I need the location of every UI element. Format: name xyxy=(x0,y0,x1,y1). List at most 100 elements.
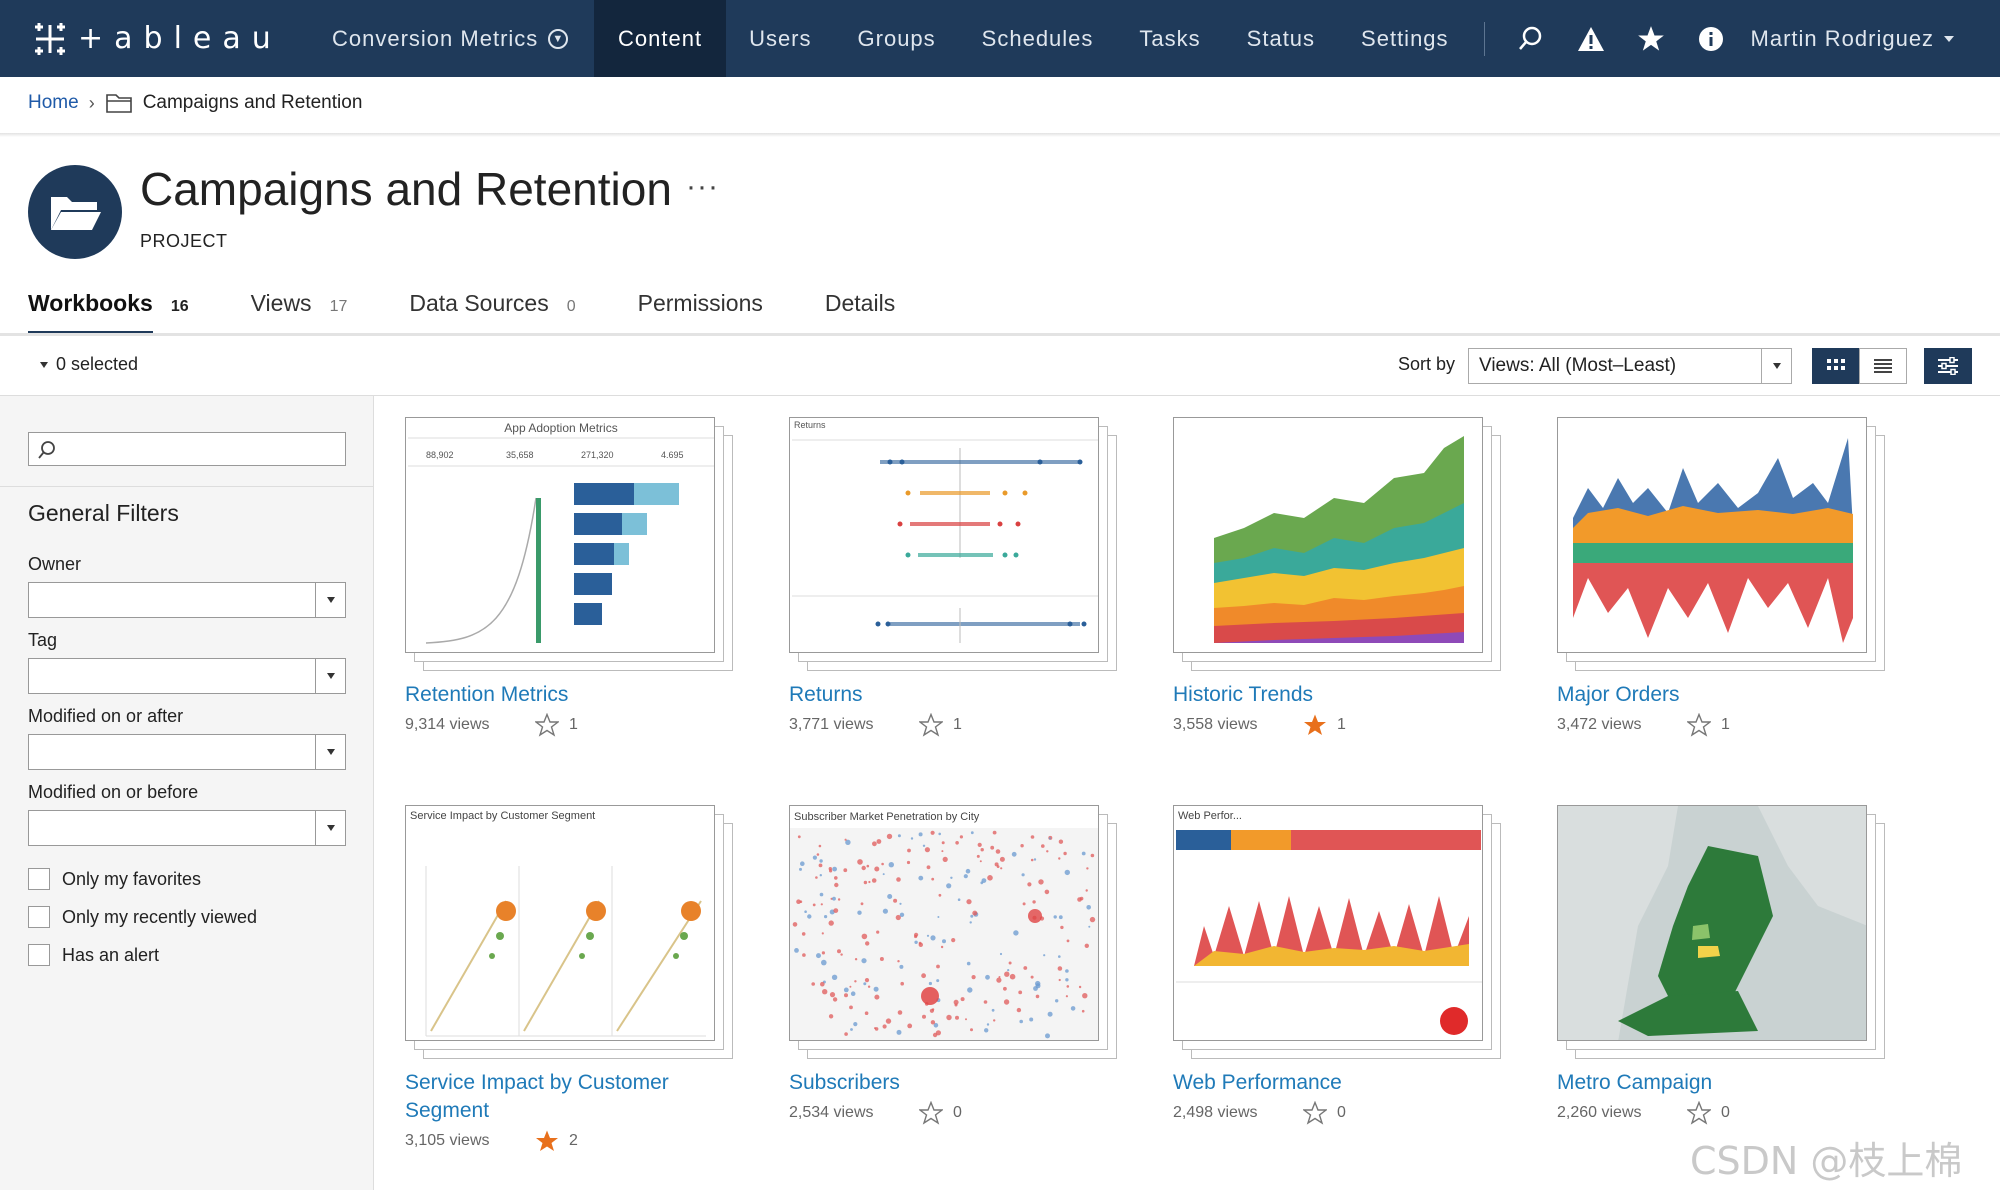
map-dot xyxy=(807,914,812,919)
selection-menu[interactable]: 0 selected xyxy=(40,354,138,375)
map-dot xyxy=(876,839,882,844)
map-dot xyxy=(1057,966,1063,971)
favorite-star-icon[interactable] xyxy=(1303,1101,1327,1125)
map-dot xyxy=(830,897,833,900)
map-dot xyxy=(849,985,852,988)
tab-data-sources[interactable]: Data Sources 0 xyxy=(409,290,575,336)
workbook-title[interactable]: Metro Campaign xyxy=(1557,1071,1713,1094)
tab-workbooks[interactable]: Workbooks 16 xyxy=(28,290,189,336)
search-button[interactable] xyxy=(1501,0,1561,77)
workbook-thumbnail[interactable] xyxy=(1173,417,1483,653)
workbook-thumbnail[interactable]: App Adoption Metrics 88,902 35,658 271,320… xyxy=(405,417,715,653)
map-dot xyxy=(930,830,935,835)
map-dot xyxy=(972,910,978,916)
favorite-star-icon[interactable] xyxy=(919,1101,943,1125)
favorite-star-icon[interactable] xyxy=(1303,713,1327,737)
map-dot xyxy=(1044,889,1050,895)
workbook-thumbnail[interactable] xyxy=(1557,805,1867,1041)
filter-search[interactable] xyxy=(28,432,346,466)
tab-details[interactable]: Details xyxy=(825,290,895,336)
checkbox[interactable] xyxy=(28,868,50,890)
workbook-thumbnail[interactable]: Service Impact by Customer Segment xyxy=(405,805,715,1041)
map-dot xyxy=(824,915,828,919)
map-dot xyxy=(980,848,984,852)
thumbnail-title: Returns xyxy=(794,420,826,430)
workbook-title[interactable]: Retention Metrics xyxy=(405,683,569,706)
recently-viewed-checkbox[interactable]: Only my recently viewed xyxy=(28,906,257,928)
returns-thumbnail-image: Returns xyxy=(792,420,1098,643)
modified-after-select[interactable] xyxy=(28,734,346,770)
workbook-thumbnail[interactable]: Web Perfor... xyxy=(1173,805,1483,1041)
workbook-title[interactable]: Web Performance xyxy=(1173,1071,1342,1094)
site-selector[interactable]: Conversion Metrics ▼ xyxy=(332,26,594,52)
favorite-star-icon[interactable] xyxy=(919,713,943,737)
map-dot xyxy=(1018,990,1023,995)
map-dot xyxy=(976,854,980,858)
breadcrumb-home[interactable]: Home xyxy=(28,92,79,113)
nav-schedules[interactable]: Schedules xyxy=(981,25,1094,51)
subscribers-thumbnail-image: Subscriber Market Penetration by City xyxy=(790,811,1098,1040)
list-view-button[interactable] xyxy=(1859,348,1907,384)
nav-content[interactable]: Content xyxy=(594,0,727,77)
map-dot xyxy=(922,1014,926,1019)
map-dot xyxy=(850,991,856,996)
map-dot xyxy=(897,960,900,963)
workbook-title[interactable]: Subscribers xyxy=(789,1071,900,1094)
nav-status[interactable]: Status xyxy=(1246,25,1316,51)
map-dot xyxy=(1035,994,1040,999)
favorite-star-icon[interactable] xyxy=(535,1129,559,1153)
workbook-thumbnail[interactable]: Returns xyxy=(789,417,1099,653)
favorite-star-icon[interactable] xyxy=(1687,713,1711,737)
selected-count: 0 selected xyxy=(56,354,139,374)
workbook-title[interactable]: Major Orders xyxy=(1557,683,1680,706)
map-dot xyxy=(844,838,847,841)
map-dot xyxy=(922,844,926,847)
grid-icon xyxy=(1827,359,1845,370)
tableau-logo[interactable]: +ableau xyxy=(30,19,290,59)
favorite-star-icon[interactable] xyxy=(1687,1101,1711,1125)
map-dot xyxy=(990,845,995,850)
map-dot xyxy=(963,874,968,879)
user-menu[interactable]: Martin Rodriguez xyxy=(1751,26,1955,52)
tab-views[interactable]: Views 17 xyxy=(251,290,348,336)
nav-tasks[interactable]: Tasks xyxy=(1139,25,1201,51)
map-dot xyxy=(819,874,822,877)
map-dot xyxy=(857,910,862,915)
tab-permissions[interactable]: Permissions xyxy=(638,290,763,336)
map-dot xyxy=(879,957,884,961)
map-dot xyxy=(907,1023,913,1029)
map-dot xyxy=(977,842,982,847)
workbook-title[interactable]: Service Impact by Customer Segment xyxy=(405,1071,669,1122)
owner-select[interactable] xyxy=(28,582,346,618)
caret-down-icon xyxy=(1944,35,1955,42)
checkbox[interactable] xyxy=(28,906,50,928)
filter-search-input[interactable] xyxy=(65,437,335,461)
favorite-star-icon[interactable] xyxy=(535,713,559,737)
map-dot xyxy=(1064,869,1070,876)
workbook-title[interactable]: Historic Trends xyxy=(1173,683,1314,706)
nav-groups[interactable]: Groups xyxy=(857,25,936,51)
service-impact-thumbnail-image: Service Impact by Customer Segment xyxy=(410,810,706,1037)
help-button[interactable] xyxy=(1681,0,1741,77)
map-dot xyxy=(1058,857,1061,860)
only-favorites-checkbox[interactable]: Only my favorites xyxy=(28,868,201,890)
chevron-down-icon xyxy=(315,659,345,693)
has-alert-checkbox[interactable]: Has an alert xyxy=(28,944,159,966)
alerts-button[interactable] xyxy=(1561,0,1621,77)
map-dot xyxy=(1027,882,1032,887)
workbook-title[interactable]: Returns xyxy=(789,683,863,706)
filter-toggle-button[interactable] xyxy=(1924,348,1972,384)
nav-users[interactable]: Users xyxy=(749,25,812,51)
more-actions-button[interactable]: ··· xyxy=(686,170,719,203)
workbook-thumbnail[interactable] xyxy=(1557,417,1867,653)
map-dot xyxy=(1089,916,1096,923)
favorites-button[interactable] xyxy=(1621,0,1681,77)
grid-view-button[interactable] xyxy=(1812,348,1860,384)
nav-settings[interactable]: Settings xyxy=(1361,25,1449,51)
modified-before-select[interactable] xyxy=(28,810,346,846)
workbook-thumbnail[interactable]: Subscriber Market Penetration by City xyxy=(789,805,1099,1041)
sort-select[interactable]: Views: All (Most–Least) xyxy=(1468,348,1792,384)
map-dot xyxy=(857,859,863,865)
checkbox[interactable] xyxy=(28,944,50,966)
tag-select[interactable] xyxy=(28,658,346,694)
